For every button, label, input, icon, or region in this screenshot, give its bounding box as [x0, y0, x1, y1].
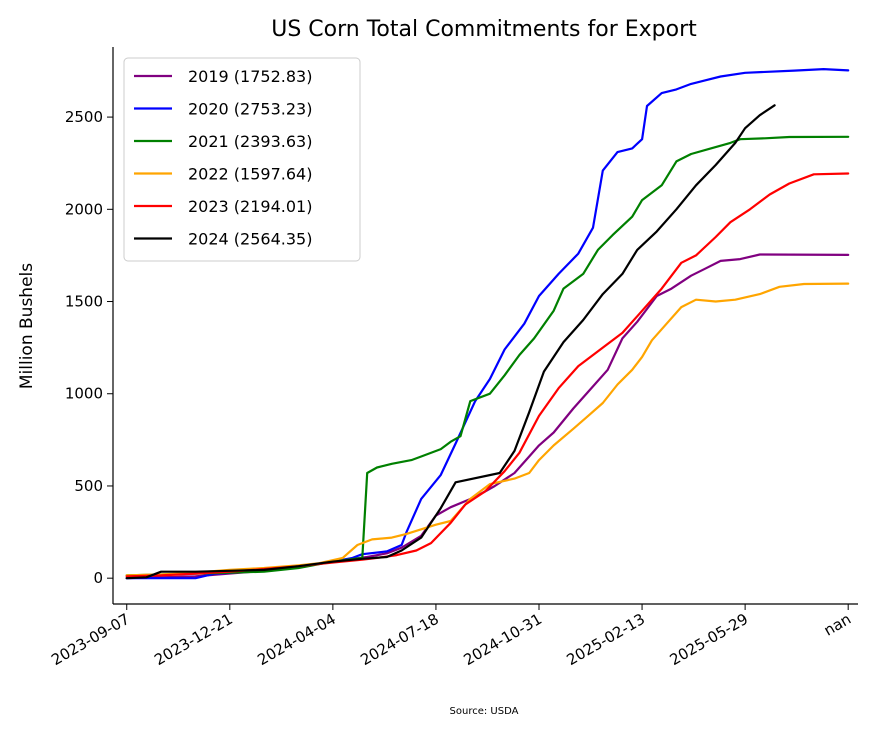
legend-label: 2020 (2753.23) — [188, 100, 312, 119]
x-tick-label: 2025-05-29 — [667, 610, 752, 669]
y-tick-label: 0 — [93, 569, 103, 587]
y-tick-label: 1500 — [65, 293, 103, 311]
x-tick-label: 2023-12-21 — [151, 610, 236, 669]
y-tick-label: 2000 — [65, 200, 103, 218]
legend: 2019 (1752.83) 2020 (2753.23) 2021 (2393.6… — [123, 57, 361, 262]
x-tick-label: 2024-07-18 — [357, 610, 442, 669]
x-tick-label: nan — [821, 610, 854, 640]
y-tick-label: 2500 — [65, 108, 103, 126]
series-line — [125, 104, 776, 580]
x-tick-label: 2025-02-13 — [564, 610, 649, 669]
source-note: Source: USDA — [450, 706, 519, 717]
series-line — [125, 253, 850, 580]
y-tick-label: 1000 — [65, 385, 103, 403]
legend-label: 2022 (1597.64) — [188, 165, 312, 184]
x-tick-label: 2023-09-07 — [48, 610, 133, 669]
legend-box — [123, 57, 361, 262]
legend-label: 2023 (2194.01) — [188, 197, 312, 216]
legend-label: 2019 (1752.83) — [188, 67, 312, 86]
series-line — [125, 282, 850, 577]
legend-label: 2024 (2564.35) — [188, 230, 312, 249]
legend-label: 2021 (2393.63) — [188, 132, 312, 151]
x-tick-label: 2024-10-31 — [460, 610, 545, 669]
chart-title: US Corn Total Commitments for Export — [271, 17, 697, 42]
x-tick-label: 2024-04-04 — [254, 610, 339, 669]
y-tick-label: 500 — [74, 477, 103, 495]
y-axis-label: Million Bushels — [17, 263, 37, 389]
